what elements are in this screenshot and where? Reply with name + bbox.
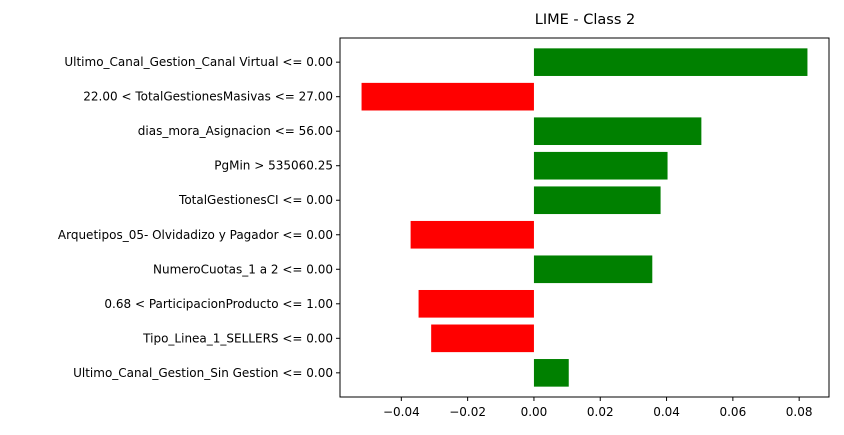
bar-7 (418, 289, 534, 318)
plot-frame (339, 37, 830, 398)
bar-0 (533, 48, 808, 76)
bar-2 (533, 117, 702, 146)
y-tick-label: PgMin > 535060.25 (214, 159, 333, 173)
bar-8 (431, 324, 534, 353)
bar-5 (410, 220, 534, 249)
y-tick-label: TotalGestionesCI <= 0.00 (178, 193, 333, 207)
y-tick-label: dias_mora_Asignacion <= 56.00 (138, 124, 333, 138)
x-tick-label: 0.02 (587, 405, 614, 419)
bar-4 (533, 186, 661, 215)
x-ticks: −0.04 −0.02 0.00 0.02 0.04 0.06 0.08 (383, 397, 813, 419)
x-tick-label: 0.04 (653, 405, 680, 419)
x-tick-label: 0.06 (719, 405, 746, 419)
y-tick-label: Arquetipos_05- Olvidadizo y Pagador <= 0… (58, 228, 333, 242)
bar-6 (533, 255, 653, 284)
bar-1 (361, 82, 534, 111)
x-tick-label: −0.02 (449, 405, 486, 419)
y-tick-labels: Ultimo_Canal_Gestion_Canal Virtual <= 0.… (58, 55, 340, 380)
x-tick-label: 0.08 (786, 405, 813, 419)
y-tick-label: Ultimo_Canal_Gestion_Sin Gestion <= 0.00 (73, 366, 333, 380)
bar-9 (533, 359, 569, 387)
y-tick-label: NumeroCuotas_1 a 2 <= 0.00 (153, 262, 333, 276)
x-tick-label: 0.00 (521, 405, 548, 419)
bar-3 (533, 151, 668, 180)
y-tick-label: 22.00 < TotalGestionesMasivas <= 27.00 (83, 90, 333, 104)
chart-title: LIME - Class 2 (535, 12, 635, 28)
y-tick-label: Tipo_Linea_1_SELLERS <= 0.00 (142, 331, 333, 345)
y-tick-label: Ultimo_Canal_Gestion_Canal Virtual <= 0.… (64, 55, 333, 69)
y-tick-label: 0.68 < ParticipacionProducto <= 1.00 (104, 297, 333, 311)
bars-group (361, 48, 808, 387)
x-tick-label: −0.04 (383, 405, 420, 419)
